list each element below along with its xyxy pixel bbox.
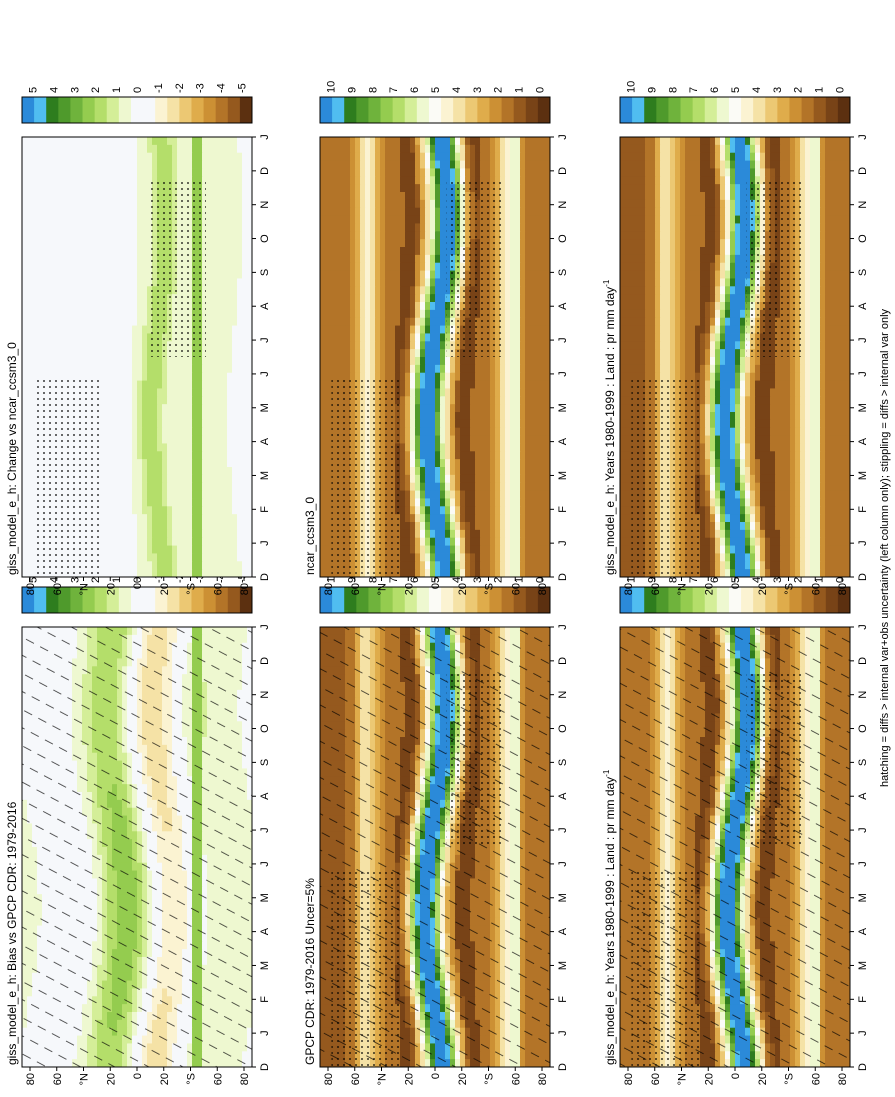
colorbar-swatch <box>728 587 742 613</box>
month-label: M <box>857 961 869 970</box>
month-label: N <box>857 691 869 699</box>
colorbar-label: 8 <box>667 577 679 583</box>
panel-title: giss_model_e_h: Years 1980-1999 : Land :… <box>602 769 617 1065</box>
lat-label: °N <box>677 1073 689 1085</box>
colorbar-label: 3 <box>772 577 784 583</box>
panel-p2: GPCP CDR: 1979-2016 Uncer=5%DJFMAMJJASON… <box>303 571 569 1086</box>
month-label: D <box>857 657 869 665</box>
month-label: M <box>857 893 869 902</box>
month-label: A <box>857 927 869 935</box>
month-label: D <box>857 1063 869 1071</box>
colorbar-label: 0 <box>835 577 847 583</box>
lat-label: 20 <box>703 1073 715 1085</box>
lat-label: 80 <box>623 1073 635 1085</box>
colorbar-swatch <box>716 587 730 613</box>
colorbar-label: 7 <box>688 577 700 583</box>
colorbar-label: 9 <box>646 577 658 583</box>
month-label: J <box>857 1030 869 1036</box>
lat-label: °S <box>784 1073 796 1085</box>
panel-p1: giss_model_e_h: Years 1980-1999 : Land :… <box>602 571 869 1086</box>
month-label: O <box>857 724 869 733</box>
lat-label: 80 <box>837 1073 849 1085</box>
colorbar-label: 2 <box>793 577 805 583</box>
month-label: A <box>857 792 869 800</box>
month-label: J <box>857 861 869 867</box>
stipple-overlay <box>746 671 804 847</box>
month-label: F <box>857 996 869 1003</box>
month-label: S <box>857 759 869 766</box>
colorbar-label: 4 <box>751 577 763 583</box>
lat-label: 60 <box>810 1073 822 1085</box>
lat-label: 0 <box>730 1073 742 1079</box>
month-label: J <box>857 827 869 833</box>
rotated-content: giss_model_e_h: Years 1980-1999 : Land :… <box>5 81 869 1086</box>
lat-label: 60 <box>650 1073 662 1085</box>
colorbar-swatch <box>741 587 754 613</box>
lat-label: 20 <box>757 1073 769 1085</box>
month-label: J <box>857 624 869 630</box>
stipple-overlay <box>631 869 701 1067</box>
colorbar-label: 5 <box>730 577 742 583</box>
colorbar-label: 6 <box>709 577 721 583</box>
